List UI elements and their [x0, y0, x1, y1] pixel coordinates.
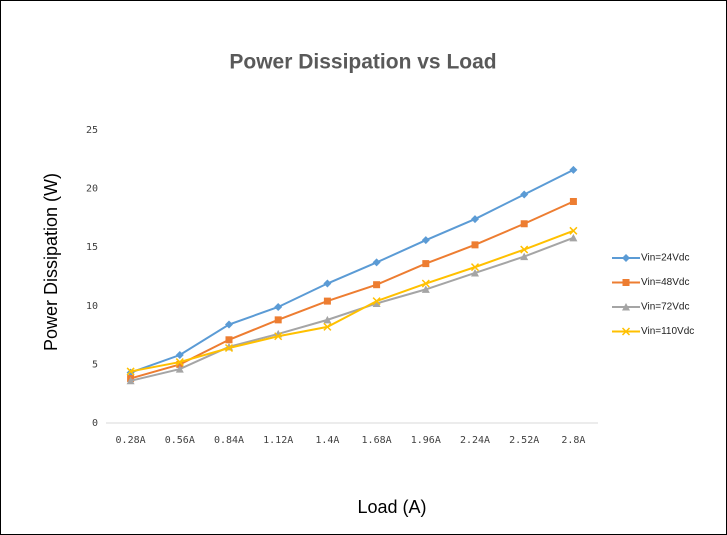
- legend-marker: [622, 279, 630, 286]
- data-point: [520, 252, 529, 261]
- data-point: [372, 297, 381, 306]
- data-point: [225, 336, 233, 344]
- data-point: [471, 241, 479, 249]
- data-point: [471, 215, 479, 224]
- legend-label: Vin=72Vdc: [641, 302, 689, 313]
- x-axis-label: Load (A): [357, 497, 426, 517]
- y-tick-label: 5: [92, 359, 98, 370]
- series-line: [130, 229, 574, 373]
- legend-label: Vin=48Vdc: [641, 277, 689, 288]
- data-point: [175, 365, 184, 373]
- data-point: [520, 190, 529, 199]
- x-tick-label: 0.84A: [214, 435, 244, 446]
- data-point: [421, 285, 430, 293]
- data-point: [569, 165, 578, 174]
- y-tick-label: 15: [86, 242, 98, 253]
- x-tick-label: 2.52A: [509, 435, 539, 446]
- data-point: [225, 320, 233, 329]
- y-tick-label: 25: [86, 125, 98, 136]
- x-tick-label: 1.96A: [411, 435, 441, 446]
- x-tick-label: 1.68A: [362, 435, 392, 446]
- chart-title: Power Dissipation vs Load: [229, 51, 496, 74]
- x-tick-label: 2.24A: [460, 435, 490, 446]
- data-point: [470, 263, 480, 272]
- data-point: [224, 343, 234, 353]
- data-point: [421, 279, 430, 288]
- legend-marker: [622, 254, 630, 262]
- y-tick-label: 10: [86, 301, 98, 312]
- data-point: [323, 279, 332, 288]
- data-point: [421, 236, 430, 245]
- legend-marker: [622, 303, 630, 311]
- x-tick-label: 1.4A: [315, 435, 339, 446]
- x-tick-label: 1.12A: [263, 435, 293, 446]
- legend-label: Vin=110Vdc: [641, 326, 694, 337]
- data-point: [471, 268, 479, 277]
- y-axis-label: Power Dissipation (W): [41, 173, 61, 351]
- x-tick-label: 0.56A: [165, 435, 195, 446]
- legend-label: Vin=24Vdc: [641, 253, 689, 264]
- data-point: [422, 260, 430, 268]
- data-point: [372, 299, 381, 307]
- x-tick-label: 2.8A: [561, 435, 585, 446]
- data-point: [176, 360, 184, 368]
- data-point: [126, 367, 135, 376]
- series-line: [130, 168, 574, 374]
- data-point: [569, 197, 577, 205]
- data-point: [274, 332, 283, 341]
- data-point: [323, 322, 332, 331]
- y-tick-label: 20: [86, 184, 98, 195]
- data-point: [569, 226, 578, 235]
- legend-marker: [621, 327, 631, 336]
- data-point: [569, 233, 578, 242]
- series-line: [130, 200, 574, 380]
- data-point: [175, 358, 184, 367]
- y-tick-label: 0: [92, 418, 98, 429]
- data-point: [520, 245, 529, 254]
- data-point: [323, 315, 332, 324]
- data-point: [126, 376, 135, 385]
- x-tick-label: 0.28A: [116, 435, 146, 446]
- data-point: [373, 281, 381, 289]
- data-point: [520, 220, 528, 228]
- data-point: [175, 351, 184, 360]
- data-point: [274, 316, 282, 324]
- data-point: [323, 297, 331, 305]
- data-point: [372, 258, 381, 267]
- series-line: [130, 236, 574, 382]
- data-point: [274, 302, 283, 311]
